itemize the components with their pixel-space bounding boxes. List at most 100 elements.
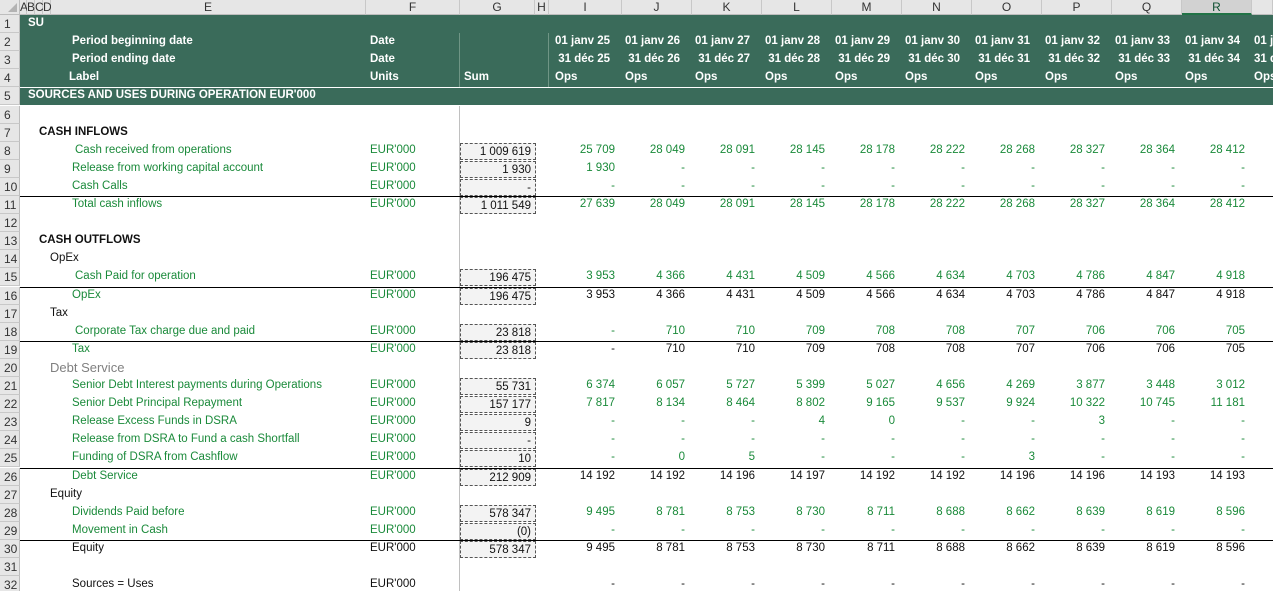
column-header-Q[interactable]: Q: [1112, 0, 1182, 15]
sum-cell[interactable]: 196 475: [460, 287, 536, 305]
row-header-4[interactable]: 4: [0, 69, 20, 88]
row-label-cash-received-from-operations: Cash received from operations: [75, 143, 232, 156]
select-all-corner[interactable]: [0, 0, 20, 15]
row-header-25[interactable]: 25: [0, 449, 20, 468]
sum-cell[interactable]: 578 347: [460, 504, 536, 522]
column-header-M[interactable]: M: [832, 0, 902, 15]
row-header-21[interactable]: 21: [0, 377, 20, 396]
column-header-next[interactable]: [1252, 0, 1273, 15]
value-cell: 14 196: [999, 469, 1035, 482]
sum-cell[interactable]: (0): [460, 522, 536, 540]
sum-cell[interactable]: 23 818: [460, 323, 536, 341]
sum-cell[interactable]: 212 909: [460, 468, 536, 486]
value-cell: 8 464: [726, 397, 755, 410]
value-cell: 4 703: [1006, 288, 1035, 301]
column-header-H[interactable]: H: [535, 0, 549, 15]
row-header-8[interactable]: 8: [0, 141, 20, 160]
value-cell: 705: [1225, 324, 1245, 337]
row-header-19[interactable]: 19: [0, 340, 20, 359]
column-header-L[interactable]: L: [762, 0, 832, 15]
row-header-23[interactable]: 23: [0, 413, 20, 432]
value-cell: 28 412: [1209, 198, 1245, 210]
value-cell: 8 781: [656, 541, 685, 554]
period-ops-label: Ops: [1045, 71, 1068, 84]
value-cell: 3 012: [1216, 379, 1245, 391]
value-cell: 0: [888, 415, 895, 428]
row-header-2[interactable]: 2: [0, 33, 20, 52]
value-cell: 28 049: [649, 198, 685, 210]
row-header-14[interactable]: 14: [0, 250, 20, 269]
column-header-I[interactable]: I: [549, 0, 622, 15]
value-cell: -: [821, 523, 825, 536]
sum-cell[interactable]: -: [460, 432, 536, 450]
sum-cell[interactable]: 1 009 619: [460, 142, 536, 160]
value-cell: 3: [1098, 415, 1105, 428]
sum-cell[interactable]: 23 818: [460, 341, 536, 359]
column-header-P[interactable]: P: [1042, 0, 1112, 15]
value-cell: 4: [818, 415, 825, 428]
value-cell: -: [611, 523, 615, 536]
column-header-F[interactable]: F: [366, 0, 460, 15]
sum-cell[interactable]: 9: [460, 414, 536, 432]
row-header-27[interactable]: 27: [0, 485, 20, 504]
value-cell: -: [751, 433, 755, 446]
column-header-A[interactable]: A: [20, 0, 29, 15]
column-header-G[interactable]: G: [460, 0, 535, 15]
value-cell: 4 656: [936, 379, 965, 391]
row-header-9[interactable]: 9: [0, 159, 20, 178]
sum-cell[interactable]: 10: [460, 450, 536, 468]
row-header-24[interactable]: 24: [0, 431, 20, 450]
column-header-C[interactable]: C: [35, 0, 44, 15]
period-begin-date: 01 j: [1254, 35, 1273, 48]
row-header-29[interactable]: 29: [0, 521, 20, 540]
column-header-K[interactable]: K: [692, 0, 762, 15]
period-end-label: Period ending date: [72, 53, 176, 66]
row-header-26[interactable]: 26: [0, 467, 20, 486]
row-header-1[interactable]: 1: [0, 15, 20, 34]
row-header-12[interactable]: 12: [0, 214, 20, 233]
value-cell: -: [891, 161, 895, 174]
row-header-30[interactable]: 30: [0, 539, 20, 558]
sum-cell[interactable]: 55 731: [460, 378, 536, 396]
column-header-O[interactable]: O: [972, 0, 1042, 15]
value-cell: 708: [945, 324, 965, 337]
sum-cell[interactable]: 157 177: [460, 396, 536, 414]
row-label-tax: Tax: [72, 342, 90, 355]
row-header-10[interactable]: 10: [0, 177, 20, 196]
sum-cell[interactable]: 196 475: [460, 269, 536, 287]
row-header-18[interactable]: 18: [0, 322, 20, 341]
value-cell: 7 817: [586, 397, 615, 410]
row-header-20[interactable]: 20: [0, 358, 20, 377]
column-header-N[interactable]: N: [902, 0, 972, 15]
unit-cell: EUR'000: [370, 288, 416, 301]
column-header-J[interactable]: J: [622, 0, 692, 15]
column-header-B[interactable]: B: [27, 0, 36, 15]
row-header-32[interactable]: 32: [0, 576, 20, 591]
value-cell: 4 634: [936, 270, 965, 283]
sum-cell[interactable]: 1 011 549: [460, 197, 536, 215]
row-header-16[interactable]: 16: [0, 286, 20, 305]
sum-cell[interactable]: 578 347: [460, 540, 536, 558]
row-header-31[interactable]: 31: [0, 558, 20, 577]
row-header-17[interactable]: 17: [0, 304, 20, 323]
row-label-total-cash-inflows: Total cash inflows: [72, 198, 163, 210]
row-header-28[interactable]: 28: [0, 503, 20, 522]
row-header-11[interactable]: 11: [0, 196, 20, 215]
row-header-13[interactable]: 13: [0, 232, 20, 251]
row-header-7[interactable]: 7: [0, 123, 20, 142]
row-header-15[interactable]: 15: [0, 268, 20, 287]
value-cell: 708: [875, 342, 895, 355]
sum-cell[interactable]: 1 930: [460, 160, 536, 178]
row-label-release-excess-funds-in-dsra: Release Excess Funds in DSRA: [72, 415, 237, 428]
row-header-5[interactable]: 5: [0, 87, 20, 106]
column-header-R[interactable]: R: [1182, 0, 1252, 15]
column-header-D[interactable]: D: [43, 0, 52, 15]
value-cell: -: [821, 433, 825, 446]
row-header-3[interactable]: 3: [0, 51, 20, 70]
column-header-E[interactable]: E: [51, 0, 366, 15]
row-header-22[interactable]: 22: [0, 395, 20, 414]
sum-cell[interactable]: -: [460, 178, 536, 196]
row-header-6[interactable]: 6: [0, 105, 20, 124]
value-cell: -: [611, 433, 615, 446]
